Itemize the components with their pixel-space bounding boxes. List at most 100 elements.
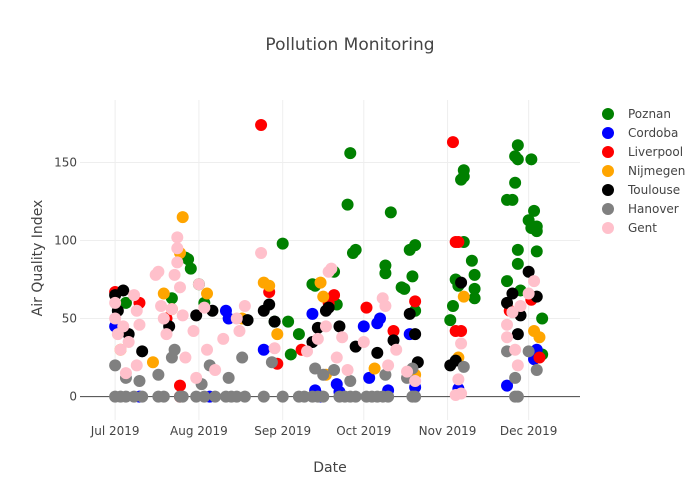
data-point-gent[interactable] xyxy=(119,367,132,380)
data-point-nijmegen[interactable] xyxy=(368,362,381,375)
legend-item-nijmegen[interactable]: Nijmegen xyxy=(602,164,685,178)
data-point-gent[interactable] xyxy=(390,343,403,356)
data-point-toulouse[interactable] xyxy=(501,296,514,309)
data-point-toulouse[interactable] xyxy=(241,314,254,327)
data-point-cordoba[interactable] xyxy=(257,343,270,356)
data-point-cordoba[interactable] xyxy=(374,312,386,325)
data-point-hanover[interactable] xyxy=(136,390,149,403)
data-point-poznan[interactable] xyxy=(511,243,524,256)
data-point-hanover[interactable] xyxy=(257,390,270,403)
data-point-gent[interactable] xyxy=(155,300,168,313)
data-point-toulouse[interactable] xyxy=(403,307,416,320)
legend[interactable]: Poznan Cordoba Liverpool Nijmegen Toulouse Ha… xyxy=(602,107,685,235)
data-point-hanover[interactable] xyxy=(209,390,222,403)
data-point-gent[interactable] xyxy=(401,365,414,378)
data-point-poznan[interactable] xyxy=(530,225,543,238)
legend-item-cordoba[interactable]: Cordoba xyxy=(602,126,678,140)
data-point-gent[interactable] xyxy=(117,320,130,333)
legend-item-hanover[interactable]: Hanover xyxy=(602,202,679,216)
data-point-hanover[interactable] xyxy=(198,390,211,403)
data-point-gent[interactable] xyxy=(382,359,395,372)
data-point-gent[interactable] xyxy=(217,332,230,345)
data-point-poznan[interactable] xyxy=(284,348,297,361)
data-point-nijmegen[interactable] xyxy=(317,290,330,303)
data-point-poznan[interactable] xyxy=(525,153,538,166)
data-point-poznan[interactable] xyxy=(384,206,397,219)
data-point-hanover[interactable] xyxy=(168,343,181,356)
data-point-hanover[interactable] xyxy=(152,368,165,381)
data-point-toulouse[interactable] xyxy=(449,354,462,367)
data-point-poznan[interactable] xyxy=(446,300,459,313)
data-point-hanover[interactable] xyxy=(530,364,543,377)
data-point-gent[interactable] xyxy=(528,275,541,288)
data-point-liverpool[interactable] xyxy=(387,325,400,338)
data-point-nijmegen[interactable] xyxy=(533,331,546,344)
data-point-toulouse[interactable] xyxy=(506,287,519,300)
data-point-gent[interactable] xyxy=(187,325,200,338)
data-point-gent[interactable] xyxy=(501,331,514,344)
data-point-cordoba[interactable] xyxy=(306,307,319,320)
data-point-liverpool[interactable] xyxy=(360,301,373,314)
data-point-poznan[interactable] xyxy=(468,292,481,305)
data-point-cordoba[interactable] xyxy=(363,371,376,384)
data-point-nijmegen[interactable] xyxy=(146,356,159,369)
data-point-gent[interactable] xyxy=(336,331,349,344)
data-point-gent[interactable] xyxy=(160,328,173,341)
data-point-gent[interactable] xyxy=(157,312,170,325)
data-point-hanover[interactable] xyxy=(276,390,289,403)
data-point-toulouse[interactable] xyxy=(409,328,422,341)
data-point-toulouse[interactable] xyxy=(263,298,276,311)
data-point-toulouse[interactable] xyxy=(387,334,400,347)
legend-item-liverpool[interactable]: Liverpool xyxy=(602,145,683,159)
data-point-gent[interactable] xyxy=(130,359,143,372)
data-point-gent[interactable] xyxy=(255,246,268,259)
data-point-liverpool[interactable] xyxy=(255,118,268,131)
data-point-hanover[interactable] xyxy=(457,360,470,373)
data-point-hanover[interactable] xyxy=(317,390,330,403)
data-point-gent[interactable] xyxy=(133,318,146,331)
data-point-gent[interactable] xyxy=(325,262,338,275)
data-point-hanover[interactable] xyxy=(509,371,522,384)
data-point-poznan[interactable] xyxy=(536,312,549,325)
data-point-toulouse[interactable] xyxy=(117,284,130,297)
data-point-liverpool[interactable] xyxy=(455,325,468,338)
legend-item-poznan[interactable]: Poznan xyxy=(602,107,671,121)
data-point-gent[interactable] xyxy=(233,325,246,338)
data-point-hanover[interactable] xyxy=(349,390,362,403)
data-point-gent[interactable] xyxy=(179,351,192,364)
data-point-hanover[interactable] xyxy=(328,364,341,377)
data-point-gent[interactable] xyxy=(522,287,535,300)
data-point-gent[interactable] xyxy=(230,312,243,325)
data-point-hanover[interactable] xyxy=(382,390,395,403)
data-point-toulouse[interactable] xyxy=(333,320,346,333)
data-point-gent[interactable] xyxy=(357,335,370,348)
data-point-gent[interactable] xyxy=(122,335,135,348)
data-point-gent[interactable] xyxy=(409,374,422,387)
data-point-gent[interactable] xyxy=(311,332,324,345)
data-point-hanover[interactable] xyxy=(157,390,170,403)
data-point-gent[interactable] xyxy=(152,265,165,278)
data-point-hanover[interactable] xyxy=(222,371,235,384)
legend-item-gent[interactable]: Gent xyxy=(602,221,657,235)
data-point-gent[interactable] xyxy=(501,318,514,331)
data-point-poznan[interactable] xyxy=(501,275,514,288)
data-point-toulouse[interactable] xyxy=(371,346,384,359)
data-point-hanover[interactable] xyxy=(176,390,189,403)
data-point-gent[interactable] xyxy=(379,300,392,313)
data-point-gent[interactable] xyxy=(171,256,184,269)
data-point-gent[interactable] xyxy=(209,364,222,377)
data-point-poznan[interactable] xyxy=(409,239,422,252)
data-point-poznan[interactable] xyxy=(344,147,357,160)
data-point-liverpool[interactable] xyxy=(409,295,422,308)
data-point-gent[interactable] xyxy=(452,373,465,386)
data-point-hanover[interactable] xyxy=(522,345,535,358)
data-point-liverpool[interactable] xyxy=(446,136,459,149)
data-point-gent[interactable] xyxy=(455,337,468,350)
data-point-toulouse[interactable] xyxy=(268,315,281,328)
data-point-gent[interactable] xyxy=(301,345,314,358)
data-point-liverpool[interactable] xyxy=(174,379,186,392)
data-point-hanover[interactable] xyxy=(236,351,249,364)
data-point-poznan[interactable] xyxy=(406,270,419,283)
data-point-poznan[interactable] xyxy=(511,257,524,270)
data-point-nijmegen[interactable] xyxy=(157,287,170,300)
